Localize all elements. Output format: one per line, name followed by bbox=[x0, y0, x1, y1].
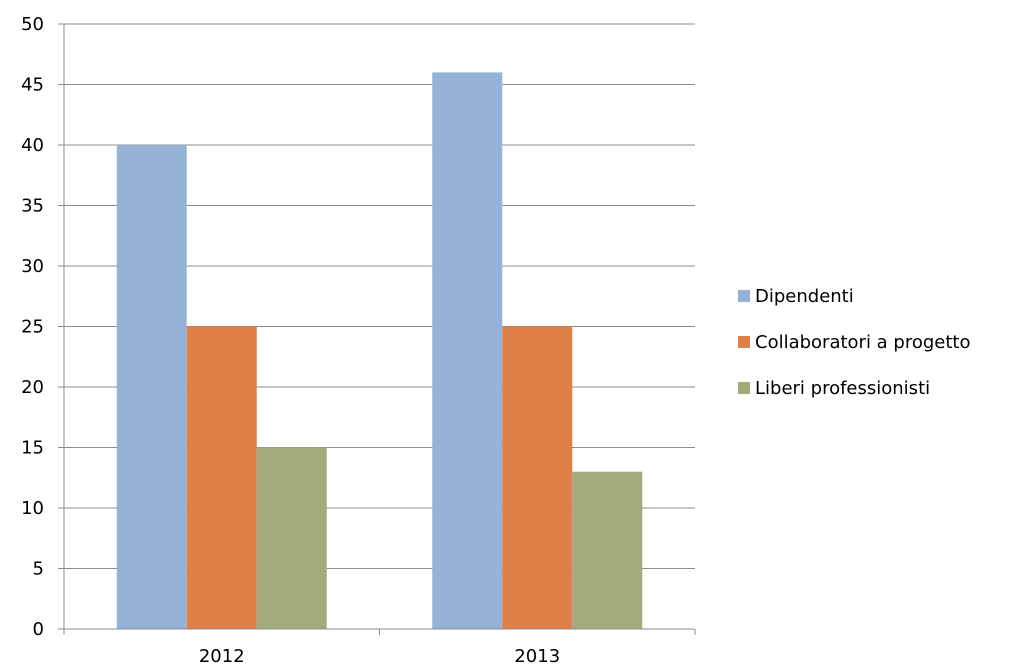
legend-item-dipendenti: Dipendenti bbox=[738, 286, 854, 307]
y-tick-label: 10 bbox=[21, 498, 44, 519]
legend-label: Liberi professionisti bbox=[755, 378, 930, 399]
legend-label: Dipendenti bbox=[755, 286, 854, 307]
bar-collaboratori-a-progetto-2013 bbox=[502, 326, 573, 629]
y-tick-label: 40 bbox=[21, 135, 44, 156]
bar-collaboratori-a-progetto-2012 bbox=[186, 326, 257, 629]
axes bbox=[58, 23, 696, 635]
y-tick-label: 5 bbox=[33, 559, 44, 580]
x-tick-label: 2012 bbox=[199, 646, 245, 667]
y-tick-label: 0 bbox=[33, 619, 44, 640]
legend-item-collaboratori-a-progetto: Collaboratori a progetto bbox=[738, 332, 971, 353]
y-tick-label: 45 bbox=[21, 75, 44, 96]
legend-label: Collaboratori a progetto bbox=[755, 332, 971, 353]
x-tick-labels: 2012 2013 bbox=[199, 646, 560, 667]
y-tick-labels: 0 5 10 15 20 25 30 35 40 45 50 bbox=[21, 14, 44, 640]
bar-dipendenti-2013 bbox=[432, 72, 503, 629]
legend-swatch bbox=[738, 336, 750, 348]
bar-liberi-professionisti-2012 bbox=[256, 447, 327, 629]
x-tick-label: 2013 bbox=[514, 646, 560, 667]
legend: Dipendenti Collaboratori a progetto Liberi… bbox=[738, 286, 971, 399]
y-tick-label: 50 bbox=[21, 14, 44, 35]
legend-swatch bbox=[738, 290, 750, 302]
legend-item-liberi-professionisti: Liberi professionisti bbox=[738, 378, 930, 399]
y-tick-label: 25 bbox=[21, 317, 44, 338]
legend-swatch bbox=[738, 382, 750, 394]
bar-liberi-professionisti-2013 bbox=[572, 471, 643, 629]
y-tick-label: 30 bbox=[21, 256, 44, 277]
bar-dipendenti-2012 bbox=[116, 145, 187, 629]
bars bbox=[116, 72, 643, 629]
y-tick-label: 15 bbox=[21, 438, 44, 459]
y-tick-label: 20 bbox=[21, 377, 44, 398]
y-tick-label: 35 bbox=[21, 196, 44, 217]
